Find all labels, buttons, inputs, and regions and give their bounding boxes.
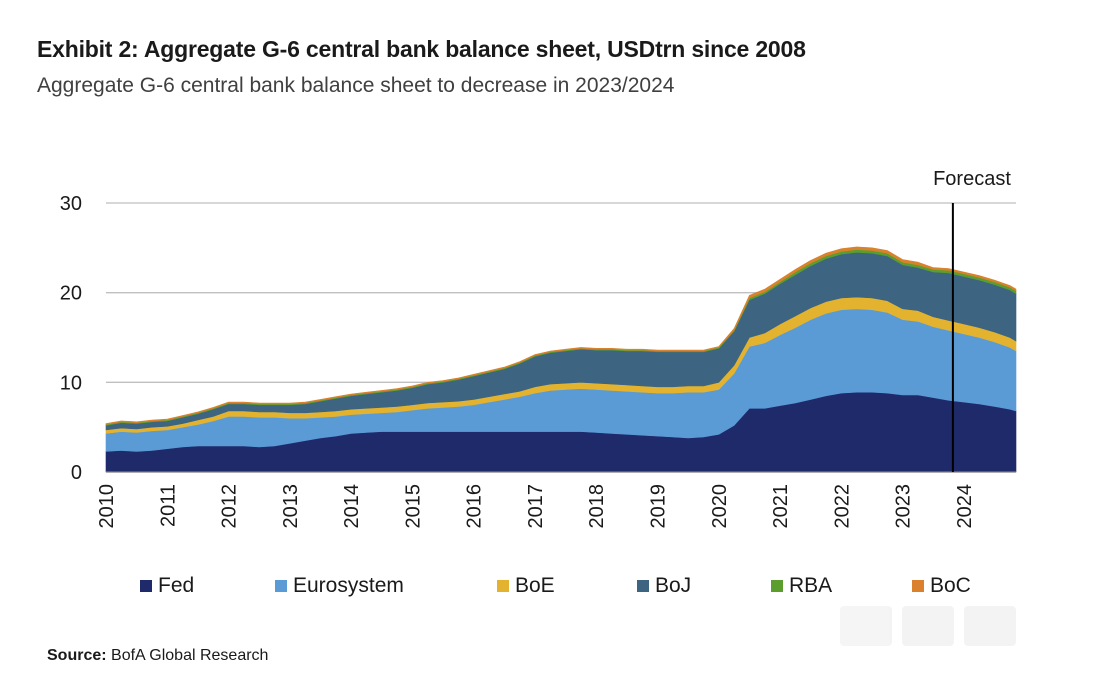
area-boc [105,246,1017,425]
legend-swatch [637,580,649,592]
x-tick-label: 2016 [464,484,486,529]
x-tick-label: 2020 [709,484,731,529]
y-tick-label: 30 [60,193,82,215]
x-tick-label: 2024 [954,484,976,529]
legend-swatch [771,580,783,592]
legend-label: RBA [789,574,833,597]
faint-icon-3 [964,606,1016,646]
legend-label: BoE [515,574,555,597]
chart-title: Exhibit 2: Aggregate G-6 central bank ba… [37,36,806,62]
legend-item-eurosystem: Eurosystem [275,574,404,598]
source-label: Source: [47,647,107,664]
x-tick-label: 2017 [525,484,547,529]
source-text: BofA Global Research [111,647,269,664]
x-tick-label: 2019 [648,484,670,529]
x-tick-label: 2021 [770,484,792,529]
legend-swatch [912,580,924,592]
y-tick-label: 0 [71,462,82,484]
forecast-marker: Forecast [933,168,1011,472]
faint-icon-1 [840,606,892,646]
legend-swatch [497,580,509,592]
x-tick-label: 2013 [280,484,302,529]
legend-label: Eurosystem [293,574,404,597]
x-tick-label: 2022 [831,484,853,529]
legend-label: Fed [158,574,195,597]
watermark-toolbar [840,606,1020,646]
x-tick-label: 2010 [96,484,118,529]
x-tick-label: 2018 [586,484,608,529]
forecast-label: Forecast [933,168,1011,190]
x-tick-label: 2023 [893,484,915,529]
area-series [105,246,1017,473]
legend-item-boj: BoJ [637,574,691,598]
faint-icon-2 [902,606,954,646]
y-tick-label: 20 [60,283,82,305]
legend-label: BoJ [655,574,692,597]
legend-item-boc: BoC [912,574,971,598]
legend-item-rba: RBA [771,574,832,598]
legend-swatch [140,580,152,592]
legend-item-boe: BoE [497,574,555,598]
y-tick-label: 10 [60,372,82,394]
legend-swatch [275,580,287,592]
legend-item-fed: Fed [140,574,194,598]
x-tick-label: 2014 [341,484,363,529]
chart-subtitle: Aggregate G-6 central bank balance sheet… [37,74,675,97]
x-tick-label: 2011 [157,484,179,527]
legend-label: BoC [930,574,971,597]
axes: 0 10 20 30 2010 2011 2012 2013 2014 2015 2016 2017 2… [60,193,1016,529]
x-tick-label: 2015 [402,484,424,529]
chart-legend: Fed Eurosystem BoE BoJ RBA BoC [140,574,1040,604]
x-tick-label: 2012 [219,484,241,529]
source-note: Source: BofA Global Research [47,647,268,665]
